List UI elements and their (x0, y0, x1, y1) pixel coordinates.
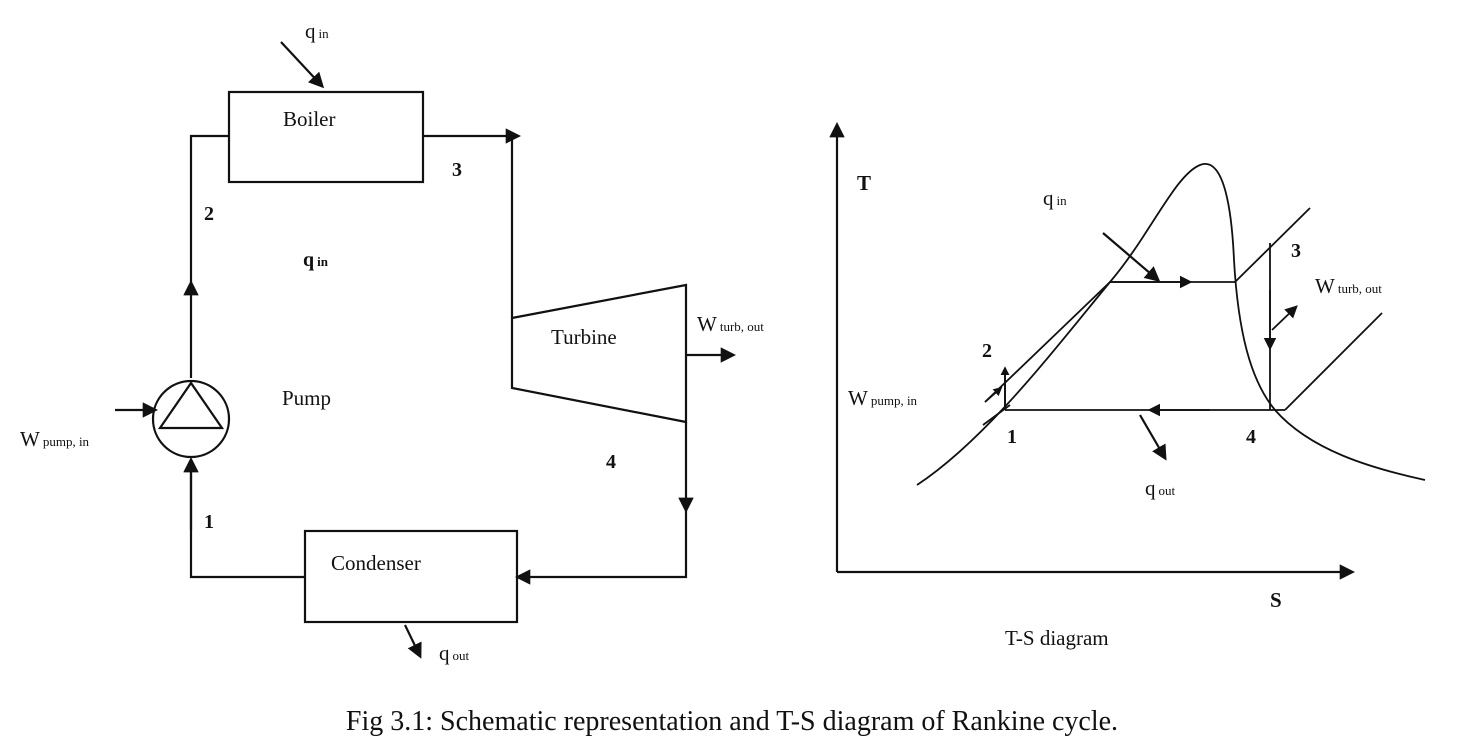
ts-state-2-label: 2 (982, 340, 992, 362)
t-axis-label: T (857, 171, 871, 195)
ts-q-in-label: q in (1043, 186, 1067, 210)
ts-w-pump-in-arrow (984, 386, 1003, 403)
ts-q-in-arrow (1102, 232, 1161, 283)
q-in-top-label: q in (305, 19, 329, 43)
turbine-shape (510, 283, 688, 424)
q-out-arrow (404, 624, 422, 659)
saturation-dome (916, 163, 1426, 486)
pump-circle (151, 379, 231, 459)
ts-q-out-arrow (1139, 414, 1167, 461)
cycle-liquid-extension (982, 404, 1011, 426)
state-1-label: 1 (204, 511, 214, 533)
boiler-box (227, 90, 425, 184)
pump-triangle (157, 381, 225, 430)
q-in-arrow (280, 41, 325, 89)
state-4-label: 4 (606, 451, 616, 473)
ts-state-1-label: 1 (1007, 426, 1017, 448)
turbine-label: Turbine (551, 325, 617, 349)
condenser-label: Condenser (331, 551, 421, 575)
condenser-box (303, 529, 519, 624)
state-3-label: 3 (452, 159, 462, 181)
ts-w-turb-out-arrow (1271, 305, 1298, 331)
pump-label: Pump (282, 386, 331, 410)
figure-caption: Fig 3.1: Schematic representation and T-… (346, 706, 1118, 737)
ts-diagram-title: T-S diagram (1005, 626, 1109, 650)
s-axis-label: S (1270, 588, 1282, 612)
q-out-label: q out (439, 641, 470, 665)
cycle-liquid-heating (984, 281, 1111, 403)
state-2-label: 2 (204, 203, 214, 225)
ts-state-3-label: 3 (1291, 240, 1301, 262)
ts-q-out-label: q out (1145, 476, 1176, 500)
ts-state-4-label: 4 (1246, 426, 1256, 448)
pipe-pump-to-boiler (189, 134, 229, 292)
cycle-superheat-low (1284, 312, 1383, 411)
boiler-label: Boiler (283, 107, 336, 131)
cycle-superheat (1234, 207, 1311, 283)
q-in-mid-label: q in (303, 249, 329, 271)
pipe-turbine-to-condenser (514, 505, 688, 585)
